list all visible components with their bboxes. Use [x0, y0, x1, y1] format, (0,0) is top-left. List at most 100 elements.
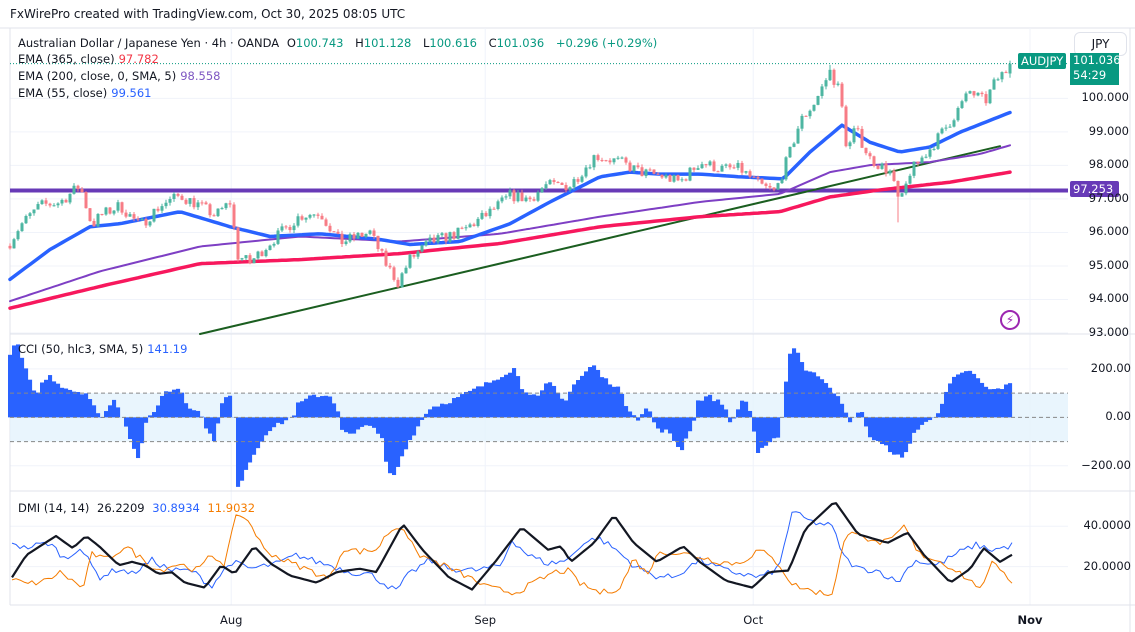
cci-bar	[940, 403, 945, 418]
cci-bar	[584, 371, 589, 418]
open-value: 100.743	[295, 36, 344, 50]
candle-body	[464, 227, 468, 229]
cci-bar	[444, 404, 449, 418]
candle-body	[712, 161, 716, 172]
low-value: 100.616	[429, 36, 477, 50]
cci-bar	[460, 394, 465, 418]
lightning-icon[interactable]: ⚡	[1000, 310, 1020, 330]
candle-body	[696, 168, 700, 170]
candle-body	[984, 94, 988, 104]
cci-bar	[800, 362, 805, 418]
candle-body	[816, 95, 820, 105]
candle-body	[928, 149, 932, 157]
cci-bar	[484, 382, 489, 418]
cci-axis-label: −200.00	[1081, 457, 1131, 472]
candle-body	[56, 203, 60, 206]
candle-body	[676, 175, 680, 181]
cci-bar	[172, 389, 177, 418]
candle-body	[140, 218, 144, 220]
candle-body	[448, 232, 452, 242]
cci-bar	[680, 417, 685, 451]
cci-bar	[148, 415, 153, 418]
cci-bar	[1000, 389, 1005, 418]
candle-body	[992, 79, 996, 90]
candle-body	[84, 192, 88, 209]
cci-bar	[808, 371, 813, 418]
candle-body	[40, 200, 44, 205]
candle-body	[664, 175, 668, 178]
candle-body	[800, 115, 804, 129]
candle-body	[384, 250, 388, 266]
candle-body	[400, 273, 404, 288]
candle-body	[436, 235, 440, 243]
cci-bar	[220, 403, 225, 418]
cci-bar	[48, 375, 53, 418]
cci-bar	[168, 391, 173, 418]
price-axis-label: 100.000	[1081, 90, 1129, 105]
cci-bar	[956, 374, 961, 418]
candle-body	[956, 107, 960, 121]
cci-bar	[448, 403, 453, 418]
cci-bar	[720, 404, 725, 418]
candle-body	[944, 127, 948, 129]
candle-body	[292, 225, 296, 231]
cci-bar	[112, 399, 117, 418]
candle-body	[168, 199, 172, 203]
candle-body	[524, 197, 528, 202]
candle-body	[228, 203, 232, 205]
cci-bar	[428, 409, 433, 418]
candle-body	[560, 182, 564, 186]
candle-body	[568, 187, 572, 190]
candle-body	[768, 185, 772, 188]
candle-body	[352, 234, 356, 239]
candle-body	[324, 219, 328, 226]
cci-bar	[300, 401, 305, 418]
candle-body	[888, 170, 892, 174]
change-value: +0.296 (+0.29%)	[555, 36, 658, 50]
ema55-legend[interactable]: EMA (55, close) 99.561	[18, 85, 156, 102]
dmi-legend[interactable]: DMI (14, 14) 26.2209 30.8934 11.9032	[18, 500, 259, 517]
cci-bar	[736, 409, 741, 418]
cci-bar	[676, 417, 681, 447]
candle-body	[828, 69, 832, 81]
cci-bar	[1008, 383, 1013, 418]
ema365-value: 97.782	[118, 52, 159, 66]
time-axis-label: Nov	[1017, 613, 1043, 627]
candle-body	[60, 199, 64, 204]
high-value: 101.128	[363, 36, 412, 50]
ema200-legend[interactable]: EMA (200, close, 0, SMA, 5) 98.558	[18, 68, 224, 85]
cci-bar	[984, 386, 989, 418]
ema365-legend[interactable]: EMA (365, close) 97.782	[18, 51, 163, 68]
candle-body	[500, 197, 504, 202]
cci-bar	[924, 417, 929, 422]
cci-bar	[696, 400, 701, 418]
cci-bar	[960, 372, 965, 418]
cci-bar	[552, 385, 557, 418]
candle-body	[88, 208, 92, 222]
candle-body	[940, 128, 944, 134]
cci-bar	[516, 376, 521, 418]
cci-bar	[828, 387, 833, 418]
cci-bar	[496, 379, 501, 418]
dmi-axis-label: 40.0000	[1083, 518, 1131, 533]
chart-credit: FxWirePro created with TradingView.com, …	[10, 7, 406, 21]
cci-bar	[436, 406, 441, 418]
candle-body	[340, 233, 344, 245]
candle-body	[304, 217, 308, 220]
candle-body	[392, 267, 396, 280]
candle-body	[360, 232, 364, 237]
candle-body	[204, 202, 208, 205]
cci-bar	[152, 412, 157, 418]
candle-body	[96, 213, 100, 227]
candle-body	[856, 128, 860, 130]
cci-bar	[668, 417, 673, 434]
cci-bar	[364, 417, 369, 426]
candle-body	[668, 175, 672, 182]
candle-body	[556, 181, 560, 183]
cci-legend[interactable]: CCI (50, hlc3, SMA, 5) 141.19	[18, 341, 191, 358]
cci-bar	[260, 417, 265, 442]
cci-bar	[840, 403, 845, 418]
candle-body	[280, 226, 284, 231]
candle-body	[476, 218, 480, 226]
